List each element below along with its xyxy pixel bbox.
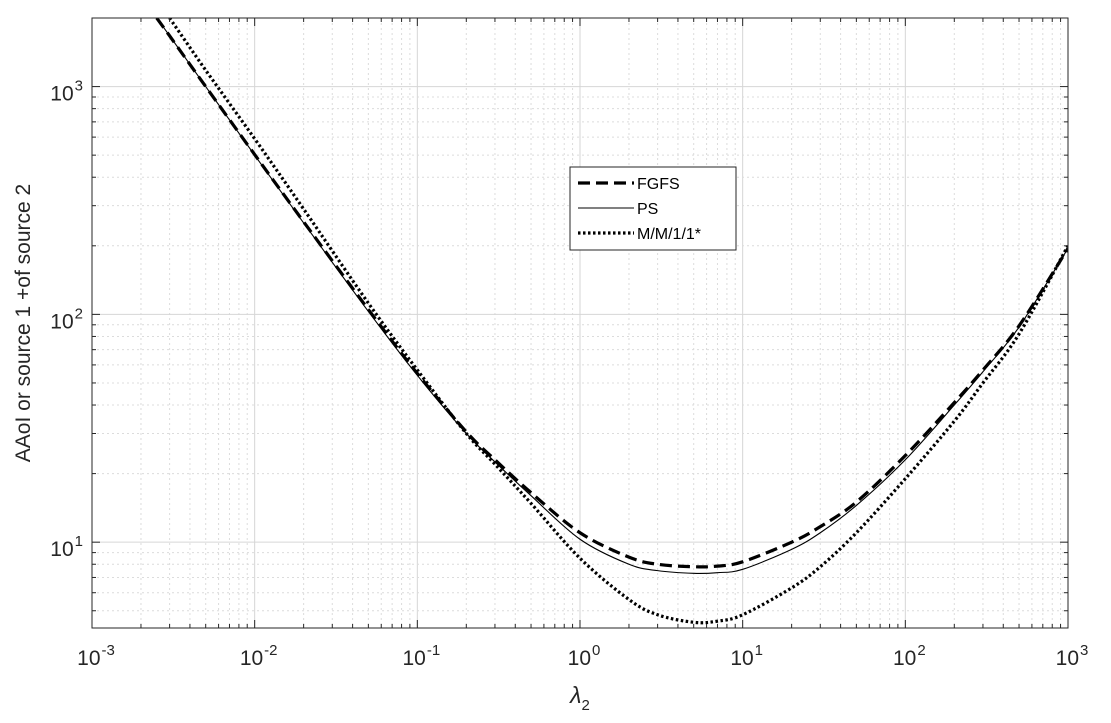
y-tick-label-exponent: 3 bbox=[75, 78, 83, 95]
x-axis-label: λ2 bbox=[568, 682, 590, 714]
x-tick-label: 101 bbox=[730, 642, 763, 670]
y-tick-label: 102 bbox=[50, 305, 83, 333]
legend: FGFS PS M/M/1/1* bbox=[569, 166, 737, 251]
x-tick-label-base: 10 bbox=[568, 647, 591, 670]
legend-label: PS bbox=[637, 201, 658, 218]
x-axis-label-subscript: 2 bbox=[581, 697, 589, 714]
legend-label: FGFS bbox=[637, 176, 680, 193]
y-tick-label-base: 10 bbox=[50, 310, 73, 333]
x-tick-label-exponent: -2 bbox=[264, 642, 277, 659]
legend-label: M/M/1/1* bbox=[637, 226, 701, 243]
x-tick-label-exponent: -1 bbox=[427, 642, 440, 659]
y-tick-label-base: 10 bbox=[50, 83, 73, 106]
x-tick-label: 10-1 bbox=[402, 642, 440, 670]
grid bbox=[91, 17, 1069, 628]
series-line-m-m-1-1 bbox=[168, 18, 1068, 625]
y-tick-label-base: 10 bbox=[50, 538, 73, 561]
x-tick-label: 10-3 bbox=[77, 642, 115, 670]
series-line-ps bbox=[156, 18, 1068, 574]
y-tick-label: 103 bbox=[50, 78, 83, 106]
x-tick-label-base: 10 bbox=[402, 647, 425, 670]
y-tick-label-exponent: 1 bbox=[75, 533, 83, 550]
y-tick-label-exponent: 2 bbox=[75, 305, 83, 322]
series-line-fgfs bbox=[155, 18, 1068, 569]
x-tick-label-exponent: -3 bbox=[102, 642, 115, 659]
y-tick-label: 101 bbox=[50, 533, 83, 561]
series-layer bbox=[155, 18, 1068, 625]
x-tick-label-exponent: 1 bbox=[755, 642, 763, 659]
y-axis-label: AAoI or source 1 +of source 2 bbox=[12, 184, 35, 462]
x-tick-label-exponent: 2 bbox=[917, 642, 925, 659]
x-axis-label-symbol: λ bbox=[568, 682, 581, 708]
x-tick-label-base: 10 bbox=[730, 647, 753, 670]
axis-labels: 10-3 10-2 10-1 100 101 102 103101102103λ2AAoI … bbox=[12, 78, 1088, 714]
x-tick-label-exponent: 0 bbox=[592, 642, 600, 659]
axis-ticks bbox=[91, 17, 1069, 628]
x-tick-label: 102 bbox=[893, 642, 926, 670]
x-tick-label-base: 10 bbox=[77, 647, 100, 670]
x-tick-label-base: 10 bbox=[240, 647, 263, 670]
x-tick-label-base: 10 bbox=[893, 647, 916, 670]
x-tick-label-base: 10 bbox=[1056, 647, 1079, 670]
x-tick-label: 100 bbox=[568, 642, 601, 670]
x-tick-label-exponent: 3 bbox=[1080, 642, 1088, 659]
x-tick-label: 10-2 bbox=[240, 642, 278, 670]
x-tick-label: 103 bbox=[1056, 642, 1089, 670]
